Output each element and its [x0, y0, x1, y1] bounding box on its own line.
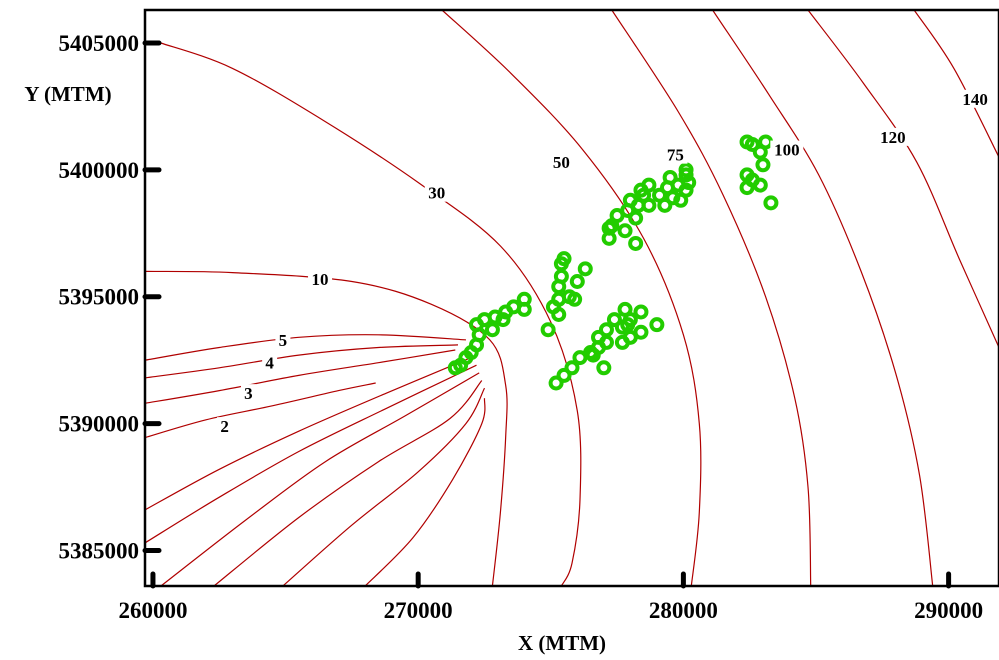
- contour-label-background: [424, 183, 449, 202]
- contour-label-background: [770, 140, 804, 159]
- contour-label: 100: [774, 141, 800, 160]
- contour-label-background: [217, 417, 233, 436]
- well-point: [678, 182, 694, 198]
- well-point: [516, 291, 532, 307]
- well-point: [649, 317, 665, 333]
- well-point: [758, 134, 774, 150]
- well-point: [548, 375, 564, 391]
- contour-label-background: [308, 269, 333, 288]
- well-point: [540, 322, 556, 338]
- well-point: [569, 274, 585, 290]
- well-point: [633, 324, 649, 340]
- well-point: [636, 187, 652, 203]
- contour-label: 4: [265, 354, 274, 373]
- contour-label-background: [958, 89, 992, 108]
- well-point: [633, 304, 649, 320]
- y-axis-title: Y (MTM): [24, 82, 111, 106]
- well-point: [628, 235, 644, 251]
- well-point: [598, 334, 614, 350]
- contour-label-background: [240, 384, 256, 403]
- contour-line: [364, 398, 486, 586]
- well-point: [678, 162, 694, 178]
- contour-line: [145, 270, 508, 586]
- well-point: [752, 177, 768, 193]
- contour-line: [145, 364, 477, 544]
- well-point: [665, 190, 681, 206]
- contour-label-background: [663, 145, 688, 164]
- contour-line: [145, 357, 472, 511]
- contour-label: 3: [244, 384, 253, 403]
- well-point: [564, 360, 580, 376]
- x-tick-label: 270000: [384, 598, 453, 623]
- well-point: [577, 261, 593, 277]
- well-point: [556, 367, 572, 383]
- contour-line: [160, 42, 582, 586]
- well-point: [755, 157, 771, 173]
- contour-line: [611, 10, 812, 586]
- well-point: [628, 210, 644, 226]
- well-point: [763, 195, 779, 211]
- well-point: [617, 223, 633, 239]
- well-point: [606, 312, 622, 328]
- y-tick-label: 5390000: [59, 412, 140, 437]
- contour-label: 30: [428, 184, 445, 203]
- well-point: [614, 334, 630, 350]
- contour-label: 75: [667, 146, 684, 165]
- contour-line: [712, 10, 934, 586]
- contour-line: [145, 382, 376, 439]
- well-point: [681, 175, 697, 191]
- well-point: [598, 322, 614, 338]
- x-tick-label: 280000: [649, 598, 718, 623]
- contour-label-background: [549, 153, 574, 172]
- contour-label: 5: [279, 331, 288, 350]
- well-point: [596, 360, 612, 376]
- well-point: [739, 180, 755, 196]
- y-tick-label: 5400000: [59, 158, 140, 183]
- contour-label: 120: [880, 128, 906, 147]
- y-axis-ticks: 5405000 5400000 5395000 5390000 5385000: [59, 31, 162, 563]
- x-tick-label: 290000: [914, 598, 983, 623]
- contour-line: [145, 334, 466, 361]
- well-point: [567, 291, 583, 307]
- well-point: [657, 197, 673, 213]
- contour-label-background: [876, 127, 910, 146]
- well-point: [662, 169, 678, 185]
- well-point: [551, 306, 567, 322]
- well-point: [604, 218, 620, 234]
- contour-label-background: [262, 353, 278, 372]
- x-axis-ticks: 260000 270000 280000 290000: [118, 571, 983, 623]
- x-tick-label: 260000: [118, 598, 187, 623]
- y-tick-label: 5395000: [59, 285, 140, 310]
- well-point: [744, 136, 760, 152]
- y-tick-label: 5405000: [59, 31, 140, 56]
- contour-lines: [145, 10, 999, 586]
- contour-line: [282, 387, 486, 586]
- contour-line: [807, 10, 999, 348]
- contour-line: [145, 344, 459, 379]
- well-point: [553, 268, 569, 284]
- well-point: [556, 251, 572, 267]
- x-axis-title: X (MTM): [518, 631, 606, 655]
- well-point: [495, 312, 511, 328]
- contour-label: 2: [220, 417, 229, 436]
- contour-line: [913, 10, 999, 158]
- well-points: [447, 134, 779, 391]
- contour-line: [160, 372, 480, 586]
- contour-line: [441, 10, 702, 586]
- well-point: [620, 317, 636, 333]
- contour-line: [145, 349, 456, 404]
- contour-label-background: [275, 330, 291, 349]
- well-point: [585, 347, 601, 363]
- y-tick-label: 5385000: [59, 538, 140, 563]
- contour-label: 50: [553, 153, 570, 172]
- well-point: [484, 322, 500, 338]
- contour-label: 10: [312, 270, 329, 289]
- contour-line: [213, 380, 483, 586]
- contour-label: 140: [962, 90, 988, 109]
